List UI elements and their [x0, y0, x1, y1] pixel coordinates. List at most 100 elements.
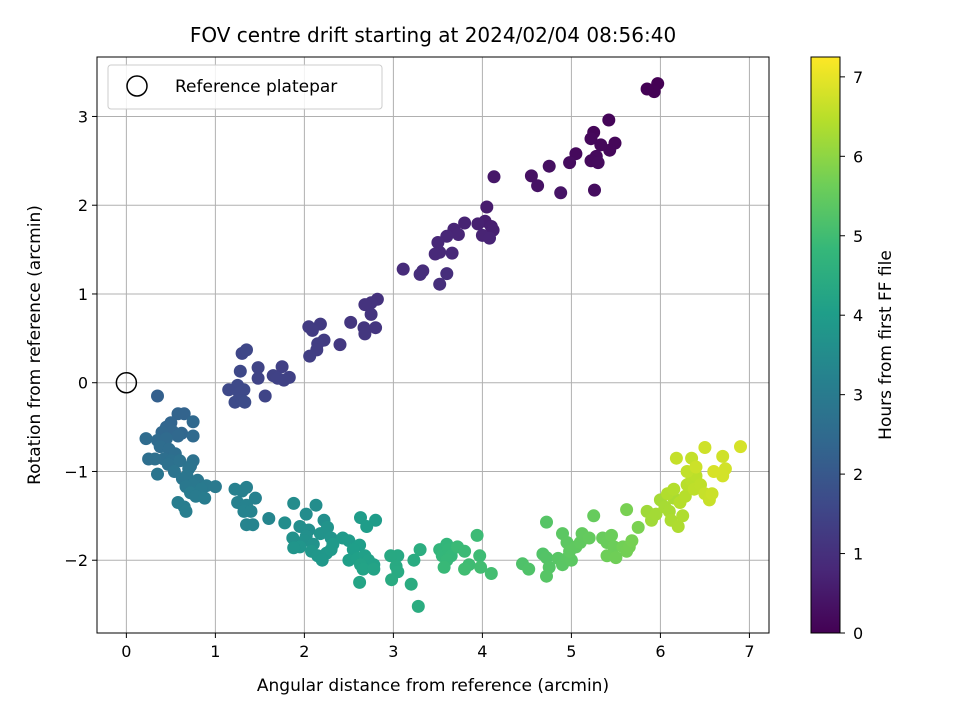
data-point [139, 432, 153, 446]
data-point [667, 482, 681, 496]
x-tick-label: 4 [477, 642, 487, 661]
data-point [358, 298, 372, 312]
data-point [309, 498, 323, 512]
data-point [470, 528, 484, 542]
chart-title: FOV centre drift starting at 2024/02/04 … [190, 23, 676, 47]
x-tick-label: 3 [388, 642, 398, 661]
data-point [171, 429, 185, 443]
data-point [524, 169, 538, 183]
data-point [287, 541, 301, 555]
data-point [151, 389, 164, 403]
data-point [222, 383, 236, 397]
colorbar: 0 1 2 3 4 5 6 7 Hours from first FF file [810, 56, 896, 643]
x-tick-label: 5 [566, 642, 576, 661]
data-point [471, 217, 485, 231]
data-point [384, 549, 398, 563]
data-point [540, 569, 553, 583]
data-point [251, 361, 265, 375]
colorbar-gradient [810, 56, 841, 634]
data-point [689, 460, 703, 474]
axis-ticks: 0 1 2 3 4 5 6 7 −2 −1 0 1 2 3 [64, 107, 754, 661]
data-point [609, 551, 623, 565]
data-point [474, 560, 488, 574]
y-tick-label: −2 [64, 551, 88, 570]
data-point [326, 537, 340, 551]
data-point [385, 573, 399, 587]
data-point [238, 395, 252, 409]
colorbar-tick-label: 7 [853, 68, 863, 87]
data-point [360, 520, 374, 533]
y-tick-label: −1 [64, 462, 88, 481]
data-point [404, 577, 418, 591]
data-point [262, 512, 276, 525]
data-point [369, 321, 383, 335]
data-point [605, 528, 618, 542]
data-point [433, 277, 447, 291]
y-tick-label: 1 [78, 285, 88, 304]
data-point [367, 562, 381, 576]
data-point [177, 407, 191, 421]
data-point [173, 454, 187, 468]
data-point [671, 520, 685, 533]
data-point [522, 562, 536, 576]
data-point [584, 132, 598, 146]
data-point [271, 371, 285, 385]
data-point [480, 200, 494, 214]
data-point [321, 520, 334, 534]
x-tick-label: 6 [655, 642, 665, 661]
data-point [698, 441, 712, 454]
reference-marker-layer [115, 371, 138, 394]
data-point [344, 315, 358, 329]
data-point [602, 113, 616, 127]
data-point [437, 560, 451, 574]
data-point [588, 183, 601, 197]
data-point [531, 179, 545, 193]
data-point [587, 509, 601, 523]
data-point [563, 156, 577, 170]
data-point [233, 364, 247, 378]
data-point [554, 186, 568, 200]
data-point [258, 389, 272, 403]
data-point [445, 246, 459, 260]
data-point [353, 575, 367, 589]
legend-marker [126, 75, 148, 97]
data-point [716, 449, 730, 463]
data-point [333, 338, 347, 352]
data-point [582, 531, 596, 545]
x-tick-label: 2 [299, 642, 309, 661]
data-point [358, 327, 372, 341]
data-point [440, 267, 454, 281]
colorbar-tick-label: 5 [853, 227, 863, 246]
data-point [364, 307, 378, 321]
data-point [305, 323, 319, 337]
data-point [248, 491, 262, 505]
data-point [428, 247, 442, 261]
colorbar-tick-label: 1 [853, 545, 863, 564]
data-points [139, 77, 747, 613]
colorbar-tick-label: 3 [853, 386, 863, 405]
data-point [287, 496, 301, 510]
data-point [458, 562, 472, 576]
legend-box [107, 64, 383, 110]
data-point [148, 452, 162, 466]
grid-lines [97, 57, 769, 633]
data-point [591, 156, 605, 170]
colorbar-tick-label: 0 [853, 624, 863, 643]
data-point [631, 520, 645, 534]
colorbar-label: Hours from first FF file [876, 250, 896, 440]
data-point [542, 159, 556, 173]
data-point [431, 236, 445, 249]
data-point [451, 228, 465, 241]
y-tick-label: 3 [78, 107, 88, 126]
colorbar-tick-label: 6 [853, 147, 863, 166]
y-tick-label: 2 [78, 196, 88, 215]
data-point [594, 138, 608, 152]
data-point [186, 429, 200, 443]
data-point [356, 562, 370, 576]
data-point [240, 480, 253, 494]
data-point [286, 531, 300, 545]
data-point [246, 518, 260, 532]
axes-frame [96, 56, 770, 634]
data-point [487, 170, 501, 184]
